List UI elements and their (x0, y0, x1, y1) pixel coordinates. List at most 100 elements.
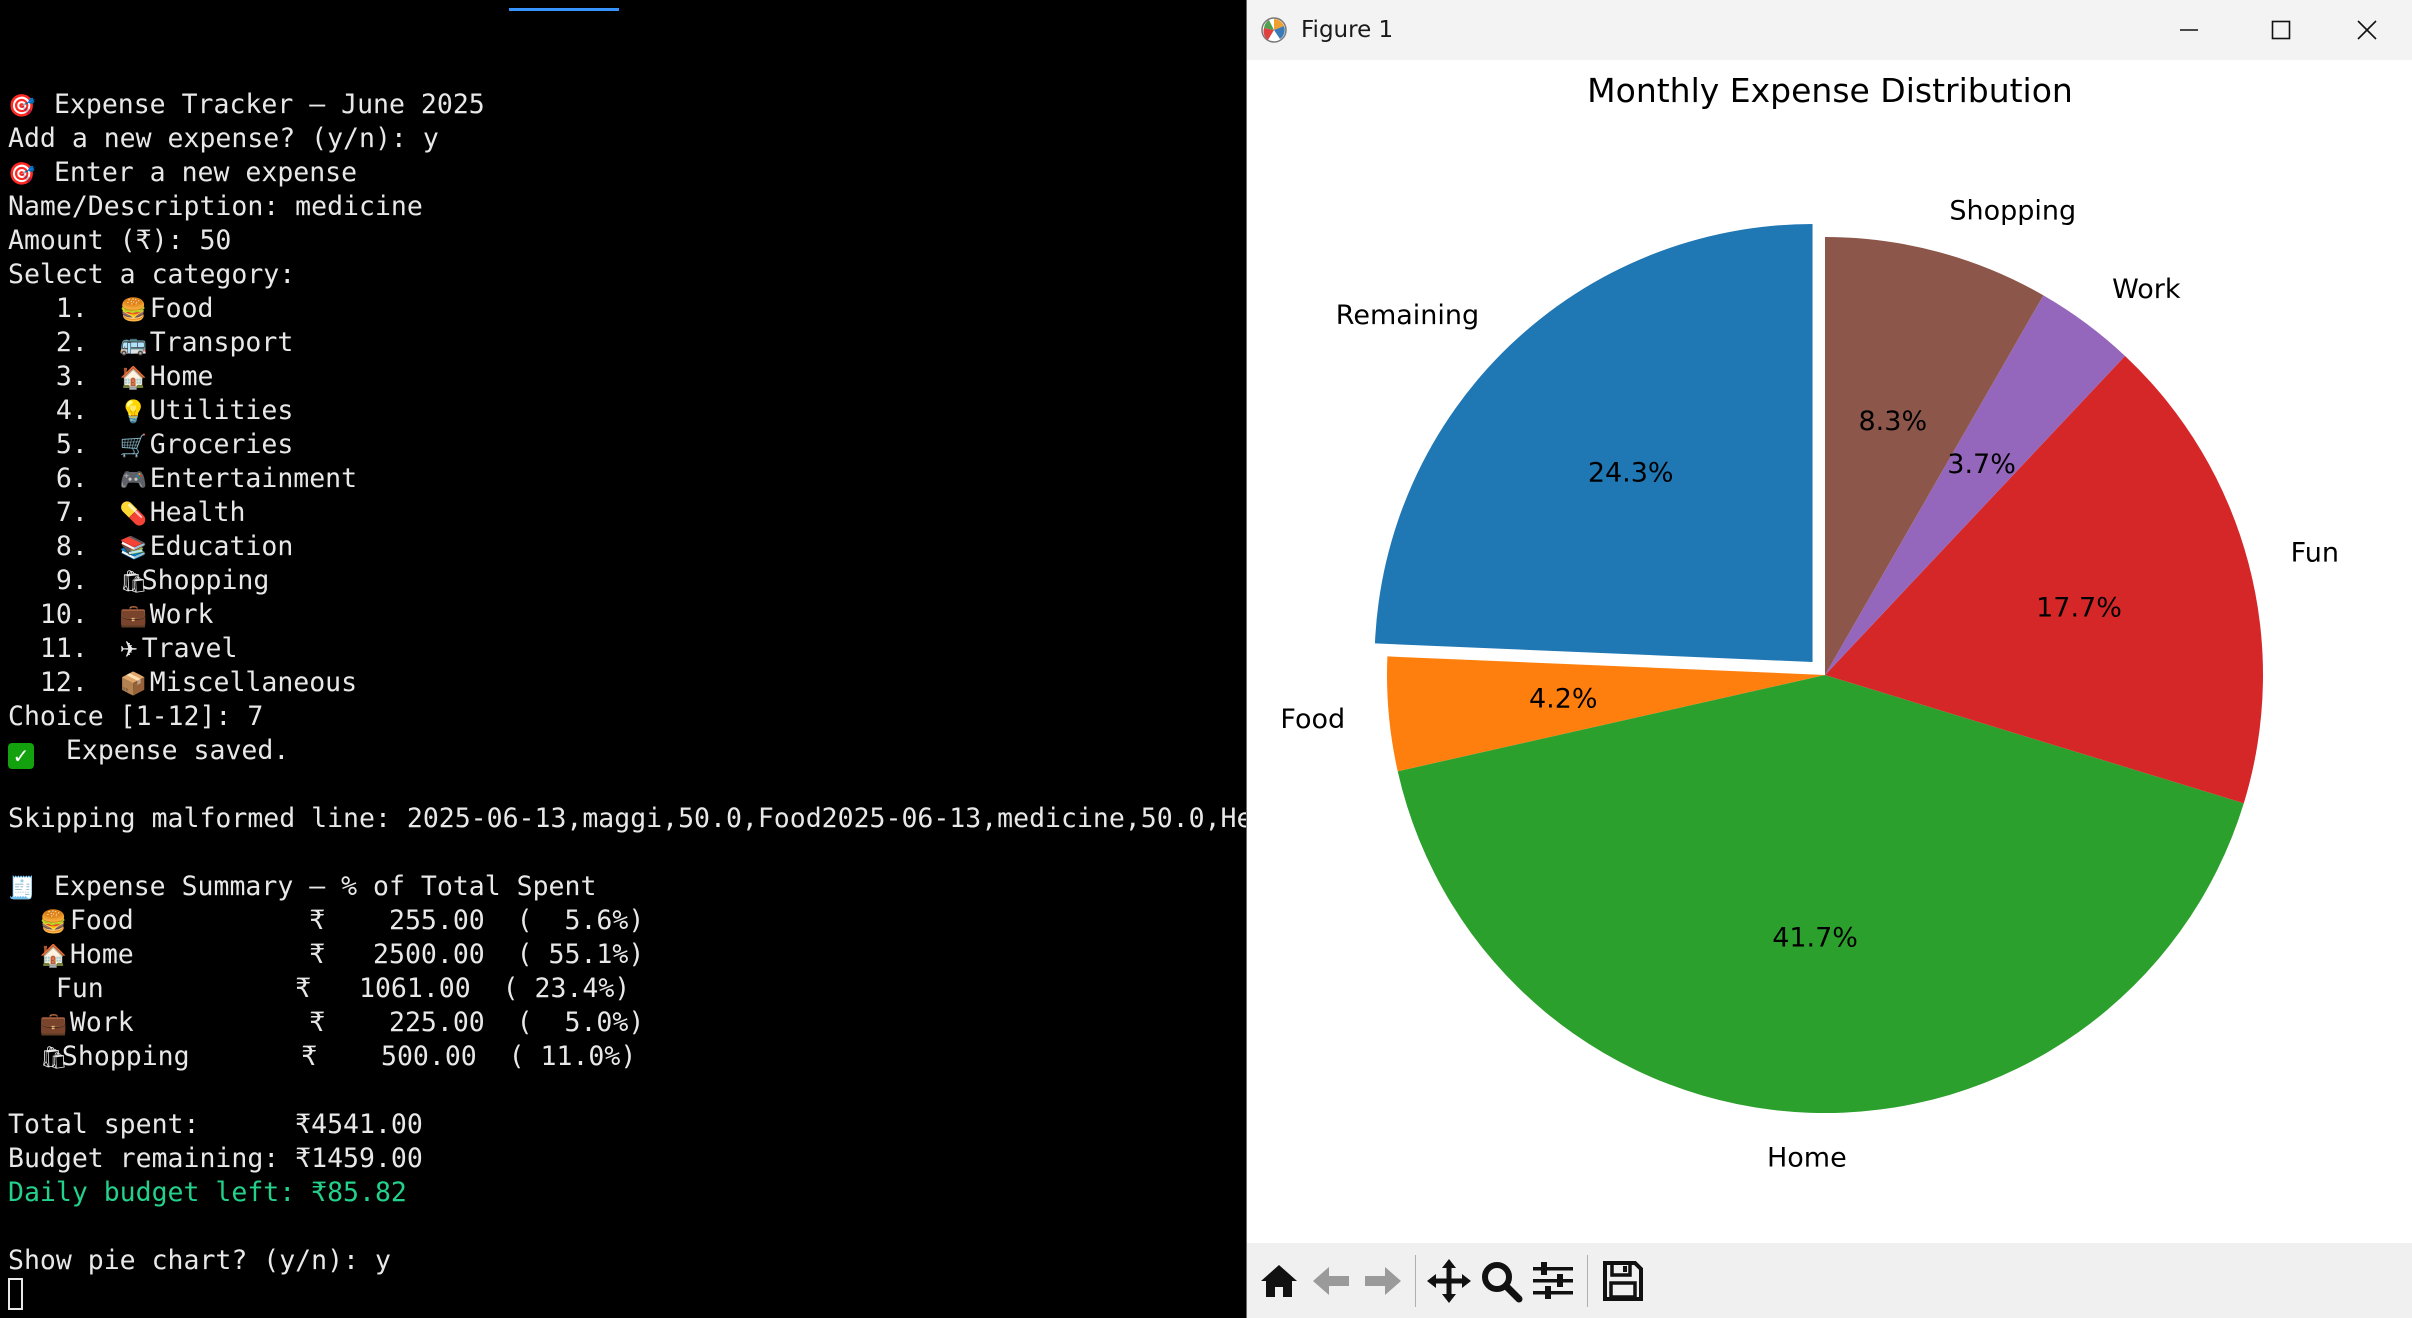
terminal-line: 1. 🍔Food (8, 292, 1245, 326)
pie-category-label: Home (1767, 1142, 1847, 1173)
line-text: Total spent: ₹4541.00 (8, 1109, 423, 1140)
line-text: Food (149, 293, 214, 324)
terminal-line: 🏠Home ₹ 2500.00 ( 55.1%) (8, 938, 1245, 972)
terminal-line (8, 1074, 1245, 1108)
line-text: Daily budget left: ₹85.82 (8, 1177, 407, 1208)
terminal-line: 2. 🚌Transport (8, 326, 1245, 360)
line-indent: 4. (8, 395, 120, 426)
line-text: Select a category: (8, 259, 296, 290)
line-text: Show pie chart? (y/n): y (8, 1245, 391, 1276)
figure-canvas[interactable]: Monthly Expense Distribution 24.3% Remain… (1247, 60, 2412, 1243)
minimize-button[interactable] (2143, 0, 2235, 60)
line-text: Amount (₹): 50 (8, 225, 232, 256)
terminal-line: 9. 🛍Shopping (8, 564, 1245, 598)
terminal-line: 🍔Food ₹ 255.00 ( 5.6%) (8, 904, 1245, 938)
save-icon[interactable] (1599, 1257, 1647, 1305)
line-text: Education (149, 531, 294, 562)
forward-arrow-icon[interactable] (1359, 1257, 1407, 1305)
back-arrow-icon[interactable] (1307, 1257, 1355, 1305)
line-text: Expense Summary – % of Total Spent (38, 871, 597, 902)
line-text: Work (149, 599, 214, 630)
pie-slice-fun (1825, 355, 2263, 804)
maximize-icon (2271, 20, 2291, 40)
close-button[interactable] (2321, 0, 2412, 60)
close-icon (2357, 20, 2377, 40)
terminal-line: Choice [1-12]: 7 (8, 700, 1245, 734)
minimize-icon (2180, 29, 2198, 31)
terminal-line: 10. 💼Work (8, 598, 1245, 632)
terminal-output[interactable]: 🎯 Expense Tracker – June 2025 Add a new e… (8, 88, 1316, 1318)
line-indent: 8. (8, 531, 120, 562)
checkmark-icon: ✓ (8, 743, 34, 769)
pie-pct-label: 24.3% (1588, 457, 1674, 488)
figure-window[interactable]: Figure 1 Monthly Expense Distribution 24… (1246, 0, 2412, 1318)
emoji-icon: 💡 (119, 400, 148, 425)
line-text: Health (149, 497, 246, 528)
pie-slice-shopping (1825, 237, 2044, 675)
terminal-line: Amount (₹): 50 (8, 224, 1245, 258)
line-text: Choice [1-12]: 7 (8, 701, 264, 732)
terminal-line: 4. 💡Utilities (8, 394, 1245, 428)
emoji-icon: 📚 (119, 536, 148, 561)
emoji-icon: 🧾 (8, 876, 36, 901)
line-indent: 6. (8, 463, 120, 494)
terminal-line: 💼Work ₹ 225.00 ( 5.0%) (8, 1006, 1245, 1040)
terminal-line: 8. 📚Education (8, 530, 1245, 564)
pie-category-label: Remaining (1336, 300, 1479, 331)
pie-slice-work (1825, 295, 2126, 675)
terminal-line: 12. 📦Miscellaneous (8, 666, 1245, 700)
terminal-line: 🎯 Expense Tracker – June 2025 (8, 88, 1245, 122)
line-text: Food ₹ 255.00 ( 5.6%) (69, 905, 645, 936)
pie-pct-label: 4.2% (1529, 684, 1598, 715)
emoji-icon: 🍔 (39, 910, 68, 935)
emoji-icon: 🛒 (119, 434, 148, 459)
maximize-button[interactable] (2235, 0, 2327, 60)
line-text: Shopping ₹ 500.00 ( 11.0%) (61, 1041, 637, 1072)
line-indent (8, 1007, 40, 1038)
terminal-line (8, 836, 1245, 870)
terminal-line: Select a category: (8, 258, 1245, 292)
line-text: Groceries (149, 429, 294, 460)
terminal-line: Skipping malformed line: 2025-06-13,magg… (8, 802, 1316, 836)
emoji-icon: 🚌 (119, 332, 148, 357)
window-titlebar[interactable]: Figure 1 (1247, 0, 2412, 60)
line-indent: 3. (8, 361, 120, 392)
pie-pct-label: 3.7% (1947, 449, 2016, 480)
emoji-icon: 🎯 (8, 162, 36, 187)
home-icon[interactable] (1255, 1257, 1303, 1305)
configure-subplots-icon[interactable] (1529, 1257, 1577, 1305)
line-text: Home (149, 361, 214, 392)
terminal-line (8, 1210, 1245, 1244)
toolbar-separator (1415, 1255, 1416, 1307)
terminal-line: Fun ₹ 1061.00 ( 23.4%) (8, 972, 1245, 1006)
terminal-line: 🛍Shopping ₹ 500.00 ( 11.0%) (8, 1040, 1245, 1074)
line-text: Enter a new expense (38, 157, 358, 188)
line-indent (8, 939, 40, 970)
emoji-icon: ✈ (119, 638, 139, 663)
line-text: Miscellaneous (149, 667, 358, 698)
emoji-icon: 🛍 (119, 570, 148, 595)
terminal-line: 🎯 Enter a new expense (8, 156, 1245, 190)
line-text: Travel (141, 633, 238, 664)
line-indent: 7. (8, 497, 120, 528)
emoji-icon: 🏠 (39, 944, 68, 969)
line-indent (8, 973, 56, 1004)
figure-toolbar (1247, 1243, 2412, 1318)
line-text: Entertainment (149, 463, 358, 494)
line-text: Shopping (141, 565, 270, 596)
matplotlib-app-icon (1261, 17, 1287, 43)
pie-pct-label: 17.7% (2036, 593, 2122, 624)
pie-slice-food (1387, 656, 1825, 772)
line-indent: 5. (8, 429, 120, 460)
terminal-line: 🧾 Expense Summary – % of Total Spent (8, 870, 1245, 904)
pan-icon[interactable] (1425, 1257, 1473, 1305)
line-text: Budget remaining: ₹1459.00 (8, 1143, 423, 1174)
emoji-icon: 📦 (119, 672, 148, 697)
active-tab-indicator (509, 8, 619, 11)
zoom-icon[interactable] (1477, 1257, 1525, 1305)
emoji-icon: 💊 (119, 502, 148, 527)
terminal-line: Add a new expense? (y/n): y (8, 122, 1245, 156)
line-indent: 10. (8, 599, 120, 630)
emoji-icon: 🎮 (119, 468, 148, 493)
line-text: Name/Description: medicine (8, 191, 423, 222)
